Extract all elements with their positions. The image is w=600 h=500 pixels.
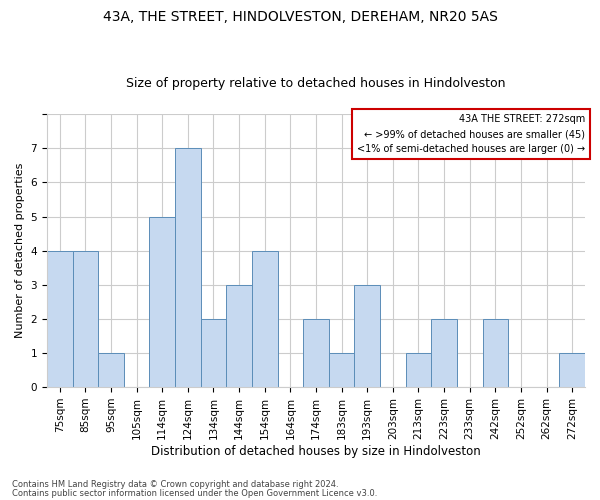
Y-axis label: Number of detached properties: Number of detached properties [15,163,25,338]
Bar [431,319,457,387]
Bar [98,353,124,387]
Bar [482,319,508,387]
Text: 43A THE STREET: 272sqm
← >99% of detached houses are smaller (45)
<1% of semi-de: 43A THE STREET: 272sqm ← >99% of detache… [357,114,585,154]
Bar [73,250,98,387]
Bar [406,353,431,387]
Bar [559,353,585,387]
Bar [329,353,355,387]
Bar [226,285,252,387]
Bar [303,319,329,387]
Bar [149,216,175,387]
Bar [175,148,200,387]
Bar [47,250,73,387]
Bar [200,319,226,387]
Title: Size of property relative to detached houses in Hindolveston: Size of property relative to detached ho… [126,76,506,90]
Text: Contains HM Land Registry data © Crown copyright and database right 2024.: Contains HM Land Registry data © Crown c… [12,480,338,489]
Bar [252,250,278,387]
Text: Contains public sector information licensed under the Open Government Licence v3: Contains public sector information licen… [12,489,377,498]
Text: 43A, THE STREET, HINDOLVESTON, DEREHAM, NR20 5AS: 43A, THE STREET, HINDOLVESTON, DEREHAM, … [103,10,497,24]
X-axis label: Distribution of detached houses by size in Hindolveston: Distribution of detached houses by size … [151,444,481,458]
Bar [355,285,380,387]
